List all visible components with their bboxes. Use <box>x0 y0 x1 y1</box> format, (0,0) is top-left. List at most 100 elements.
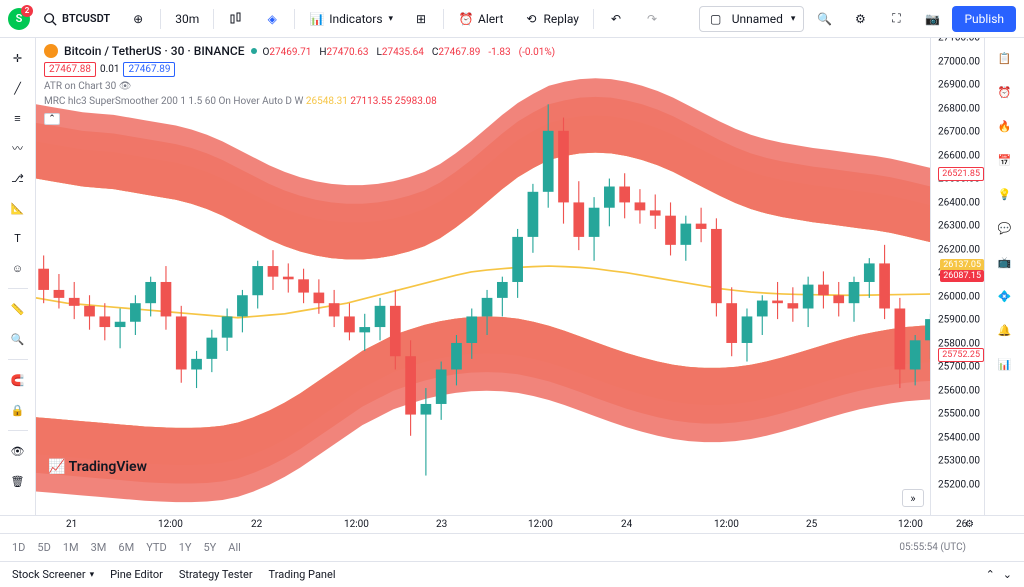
trading-panel-tab[interactable]: Trading Panel <box>269 568 336 581</box>
top-toolbar: S BTCUSDT ⊕ 30m ◈ 📊Indicators▾ ⊞ ⏰Alert … <box>0 0 1024 38</box>
undo-icon: ↶ <box>608 11 624 27</box>
chat-button[interactable]: 💬 <box>991 214 1019 242</box>
range-ytd[interactable]: YTD <box>142 539 170 556</box>
magnet-icon: 🧲 <box>11 374 25 387</box>
atr-indicator[interactable]: ATR on Chart 30 <box>44 81 116 92</box>
clock-icon: ⏰ <box>998 86 1012 99</box>
range-6m[interactable]: 6M <box>114 539 138 556</box>
layout-icon: ▢ <box>708 11 724 27</box>
panel-up-button[interactable]: ⌃ <box>986 568 995 581</box>
profile-badge[interactable]: S <box>8 8 30 30</box>
measure-tool[interactable]: 📏 <box>4 295 32 323</box>
sparks-button[interactable]: 💠 <box>991 282 1019 310</box>
symbol-search[interactable]: BTCUSDT <box>34 6 118 32</box>
hide-tool[interactable]: 👁 <box>4 437 32 465</box>
range-5y[interactable]: 5Y <box>199 539 220 556</box>
chart-area[interactable]: Bitcoin / TetherUS · 30 · BINANCE O27469… <box>36 38 984 515</box>
ask-box: 27467.89 <box>123 62 175 77</box>
eye-icon[interactable]: 👁 <box>119 81 132 92</box>
calendar-icon: 📅 <box>998 154 1012 167</box>
time-settings-button[interactable]: ⚙ <box>965 519 974 530</box>
goto-date-button[interactable]: » <box>902 489 924 507</box>
range-3m[interactable]: 3M <box>87 539 111 556</box>
range-all[interactable]: All <box>224 539 245 556</box>
lock-tool[interactable]: 🔒 <box>4 396 32 424</box>
separator <box>213 9 214 29</box>
camera-icon: 📷 <box>924 11 940 27</box>
add-symbol-button[interactable]: ⊕ <box>122 6 154 32</box>
calendar-button[interactable]: 📅 <box>991 146 1019 174</box>
trash-icon: 🗑 <box>11 475 25 488</box>
templates-button[interactable]: ⊞ <box>405 6 437 32</box>
time-axis[interactable]: 2112:002212:002312:002412:002512:0026⚙ <box>0 515 1024 533</box>
dom-button[interactable]: 📊 <box>991 350 1019 378</box>
projection-tool[interactable]: 📐 <box>4 194 32 222</box>
brush-icon: 〰 <box>12 140 23 156</box>
panel-down-button[interactable]: ⌄ <box>1003 568 1012 581</box>
hotlist-button[interactable]: 🔥 <box>991 112 1019 140</box>
fire-icon: 🔥 <box>998 120 1012 133</box>
stock-screener-tab[interactable]: Stock Screener▾ <box>12 568 94 581</box>
grid-icon: ⊞ <box>413 11 429 27</box>
indicators-button[interactable]: 📊Indicators▾ <box>301 6 401 32</box>
range-5d[interactable]: 5D <box>33 539 54 556</box>
trendline-tool[interactable]: ╱ <box>4 74 32 102</box>
alert-button[interactable]: ⏰Alert <box>450 6 511 32</box>
range-1m[interactable]: 1M <box>59 539 83 556</box>
emoji-icon: ☺ <box>12 262 23 275</box>
fullscreen-button[interactable]: ⛶ <box>880 6 912 32</box>
pattern-icon: ⎇ <box>11 172 24 185</box>
range-1d[interactable]: 1D <box>8 539 29 556</box>
text-icon: T <box>14 232 21 245</box>
magnet-tool[interactable]: 🧲 <box>4 366 32 394</box>
bottom-panel: Stock Screener▾ Pine Editor Strategy Tes… <box>0 561 1024 587</box>
fullscreen-icon: ⛶ <box>888 11 904 27</box>
remove-tool[interactable]: 🗑 <box>4 467 32 495</box>
cursor-tool[interactable]: ✛ <box>4 44 32 72</box>
pine-editor-tab[interactable]: Pine Editor <box>110 568 163 581</box>
indicators-icon: 📊 <box>309 11 325 27</box>
replay-icon: ⟲ <box>523 11 539 27</box>
plus-icon: ⊕ <box>130 11 146 27</box>
settings-button[interactable]: ⚙ <box>844 6 876 32</box>
depth-icon: 📊 <box>998 358 1012 371</box>
drawing-toolbar: ✛ ╱ ≡ 〰 ⎇ 📐 T ☺ 📏 🔍 🧲 🔒 👁 🗑 <box>0 38 36 515</box>
bell-icon: 🔔 <box>998 324 1012 337</box>
price-scale[interactable]: 25200.0025300.0025400.0025500.0025600.00… <box>930 38 984 515</box>
line-icon: ╱ <box>14 82 21 95</box>
streams-button[interactable]: 📺 <box>991 248 1019 276</box>
interval-label: 30m <box>175 12 199 26</box>
quick-search-button[interactable]: 🔍 <box>808 6 840 32</box>
notifications-button[interactable]: 🔔 <box>991 316 1019 344</box>
redo-button[interactable]: ↷ <box>636 6 668 32</box>
right-toolbar: 📋 ⏰ 🔥 📅 💡 💬 📺 💠 🔔 📊 <box>984 38 1024 515</box>
collapse-legend-button[interactable]: ⌃ <box>44 113 60 125</box>
candles-button[interactable] <box>220 6 252 32</box>
range-1y[interactable]: 1Y <box>175 539 196 556</box>
layout-button[interactable]: ▢Unnamed▾ <box>699 6 805 32</box>
publish-button[interactable]: Publish <box>952 6 1016 32</box>
snapshot-button[interactable]: 📷 <box>916 6 948 32</box>
symbol-text: BTCUSDT <box>62 12 110 25</box>
projection-icon: 📐 <box>11 202 25 215</box>
separator <box>160 9 161 29</box>
text-tool[interactable]: T <box>4 224 32 252</box>
alerts-button[interactable]: ⏰ <box>991 78 1019 106</box>
pattern-tool[interactable]: ⎇ <box>4 164 32 192</box>
strategy-tester-tab[interactable]: Strategy Tester <box>179 568 253 581</box>
replay-button[interactable]: ⟲Replay <box>515 6 587 32</box>
undo-button[interactable]: ↶ <box>600 6 632 32</box>
ohlc: O27469.71 H27470.63 L27435.64 C27467.89 … <box>263 47 556 58</box>
emoji-tool[interactable]: ☺ <box>4 254 32 282</box>
watchlist-button[interactable]: 📋 <box>991 44 1019 72</box>
mrc-indicator[interactable]: MRC hlc3 SuperSmoother 200 1 1.5 60 On H… <box>44 96 555 107</box>
zoom-tool[interactable]: 🔍 <box>4 325 32 353</box>
fib-tool[interactable]: ≡ <box>4 104 32 132</box>
ideas-button[interactable]: 💡 <box>991 180 1019 208</box>
alert-icon: ⏰ <box>458 11 474 27</box>
eye-icon: 👁 <box>11 445 25 458</box>
brush-tool[interactable]: 〰 <box>4 134 32 162</box>
search-icon <box>42 11 58 27</box>
compare-button[interactable]: ◈ <box>256 6 288 32</box>
interval-button[interactable]: 30m <box>167 6 207 32</box>
